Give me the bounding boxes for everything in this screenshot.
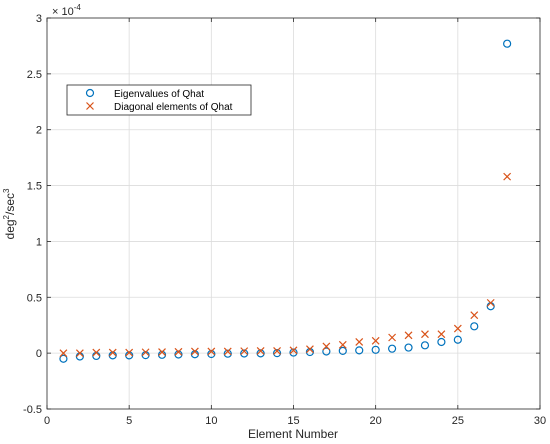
diagonal-point: [404, 331, 413, 340]
eigenvalue-point: [371, 345, 380, 354]
eigenvalue-point: [59, 354, 68, 363]
eigenvalue-point: [404, 343, 413, 352]
diagonal-point: [322, 342, 331, 351]
x-tick-label: 20: [370, 415, 382, 427]
diagonal-point: [338, 340, 347, 349]
diagonal-point: [190, 347, 199, 356]
eigenvalue-point: [470, 322, 479, 331]
diagonal-point: [207, 347, 216, 356]
data-series: [59, 39, 512, 363]
legend-circle-marker: [85, 88, 95, 98]
diagonal-point: [141, 348, 150, 357]
y-tick-label: 3: [36, 13, 42, 25]
x-tick-label: 10: [205, 415, 217, 427]
y-axis-label: deg2/sec3: [2, 188, 17, 240]
eigenvalue-point: [240, 349, 249, 358]
diagonal-point: [256, 346, 265, 355]
y-tick-label: 0.5: [27, 292, 42, 304]
diagonal-point: [223, 347, 232, 356]
diagonal-point: [421, 330, 429, 339]
x-tick-label: 5: [126, 415, 132, 427]
diagonal-point: [174, 347, 183, 356]
diagonal-point: [273, 346, 281, 355]
y-exponent-label: × 10-4: [52, 3, 81, 18]
x-axis-label: Element Number: [248, 427, 338, 441]
diagonal-point: [470, 311, 479, 320]
legend-x-marker: [86, 102, 94, 110]
y-tick-label: 2: [36, 125, 42, 137]
y-tick-label: 1: [36, 236, 42, 248]
diagonal-point: [355, 338, 364, 346]
x-tick-label: 15: [287, 415, 299, 427]
y-tick-label: 0: [36, 348, 42, 360]
x-tick-label: 0: [44, 415, 50, 427]
diagonal-point: [371, 336, 380, 345]
diagonal-point: [75, 349, 84, 358]
diagonal-point: [240, 347, 249, 356]
series-2: [59, 172, 512, 358]
diagonal-point: [289, 346, 298, 355]
grid-lines: [47, 18, 540, 409]
x-tick-label: 25: [452, 415, 464, 427]
x-tick-label: 30: [534, 415, 546, 427]
eigenvalue-point: [256, 349, 265, 358]
y-tick-label: 1.5: [27, 181, 42, 193]
diagonal-point: [306, 345, 314, 354]
diagonal-point: [453, 324, 462, 333]
diagonal-point: [125, 348, 134, 357]
eigenvalue-point: [437, 337, 446, 347]
diagonal-point: [158, 348, 166, 356]
eigenvalue-point: [503, 39, 512, 48]
diagonal-point: [486, 298, 495, 307]
legend-entry-eigenvalues: Eigenvalues of Qhat: [114, 89, 204, 100]
axis-ticks: 0 5 10 15 20 25 30-0.500.511.522.53: [23, 13, 546, 427]
eigenvalue-point: [289, 348, 298, 357]
eigenvalue-point: [272, 349, 282, 358]
eigenvalue-point: [388, 344, 397, 353]
y-tick-label: 2.5: [27, 69, 42, 81]
diagonal-point: [388, 333, 397, 342]
legend: Eigenvalues of Qhat Diagonal elements of…: [66, 84, 252, 116]
diagonal-point: [59, 349, 68, 358]
legend-entry-diagonal: Diagonal elements of Qhat: [114, 102, 233, 113]
diagonal-point: [503, 172, 512, 181]
eigenvalue-point: [223, 349, 232, 358]
eigenvalue-point: [355, 346, 364, 355]
diagonal-point: [437, 330, 446, 339]
eigenvalue-point: [420, 341, 430, 350]
diagonal-point: [92, 348, 101, 357]
legend-box: [66, 84, 252, 116]
eigenvalue-point: [338, 346, 347, 356]
diagonal-point: [108, 348, 117, 357]
eigenvalue-point: [322, 347, 331, 356]
eigenvalue-point: [207, 349, 216, 359]
y-tick-label: -0.5: [23, 404, 42, 416]
eigenvalue-point: [453, 335, 462, 344]
